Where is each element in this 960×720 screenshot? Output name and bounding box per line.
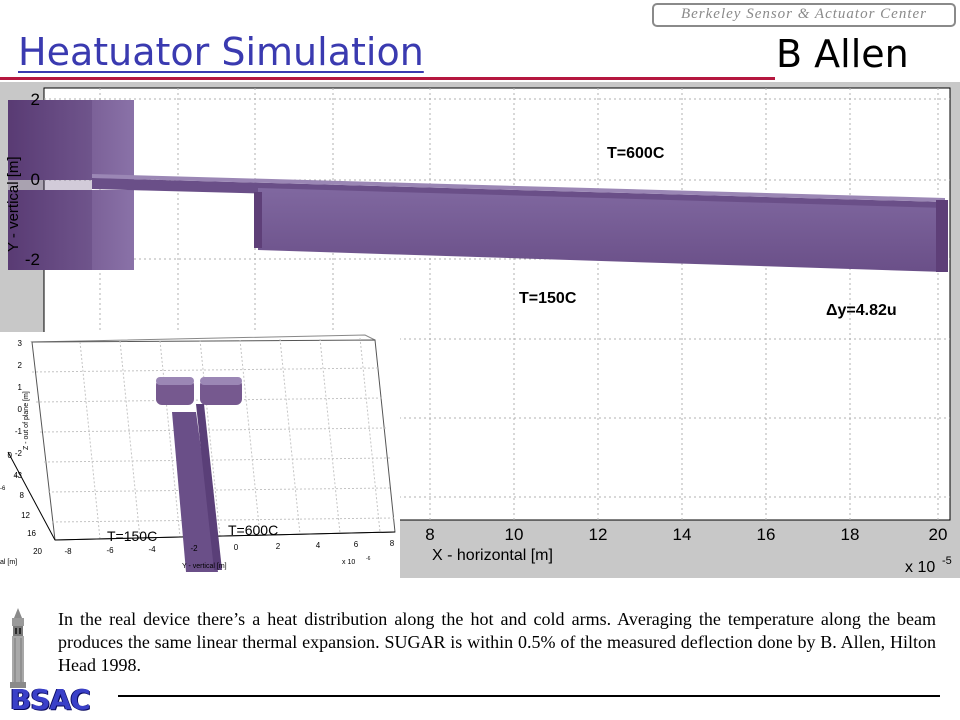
inset-x-axis-label: Y - vertical [m] [182, 563, 227, 570]
inset-depth-tick: 8 [20, 491, 25, 500]
inset-z-tick: -2 [15, 449, 23, 458]
inset-x-tick: 4 [316, 541, 321, 550]
x-tick-label: 12 [589, 525, 608, 544]
inset-z-tick: 0 [18, 405, 23, 414]
inset-side-edge [7, 451, 56, 541]
inset-side-exponent: -6 [0, 486, 6, 492]
y-axis-label: Y - vertical [m] [5, 156, 22, 252]
x-scale-exponent: -5 [942, 555, 952, 567]
slide-title: Heatuator Simulation [18, 30, 424, 74]
inset-z-ticks: 3 2 1 0 -1 -2 -3 [15, 339, 23, 480]
beam-tip [936, 200, 948, 272]
cold-arm-beam [258, 188, 945, 272]
inset-x-tick: 6 [354, 540, 359, 549]
x-axis-label: X - horizontal [m] [432, 547, 553, 564]
inset-x-tick: -6 [106, 546, 114, 555]
inset-x-tick: 0 [234, 543, 239, 552]
inset-z-axis-label: Z - out of plane [m] [23, 391, 30, 450]
inset-z-tick: 2 [18, 361, 23, 370]
inset-z-tick: -3 [15, 471, 23, 480]
inset-z-tick: 3 [18, 339, 23, 348]
inset-depth-tick: 16 [27, 529, 36, 538]
inset-depth-tick: 0 [8, 451, 13, 460]
deflection-label: Δy=4.82u [826, 302, 897, 319]
inset-grid [31, 337, 395, 540]
inset-anchor-right [200, 379, 242, 405]
x-scale-factor: x 10 [905, 559, 935, 576]
x-tick-label: 8 [425, 525, 434, 544]
hot-arm-top-edge [92, 174, 945, 202]
inset-depth-tick: 12 [21, 511, 30, 520]
x-axis-ticks: 8 10 12 14 16 18 20 [425, 525, 947, 544]
cold-arm-temperature-label: T=150C [519, 290, 577, 307]
inset-depth-ticks: 0 4 8 12 16 20 [8, 451, 43, 556]
inset-hot-arm [196, 404, 222, 570]
inset-x-tick: -2 [190, 544, 198, 553]
x-tick-label: 10 [505, 525, 524, 544]
inset-cold-temperature-label: T=150C [107, 528, 158, 544]
inset-anchor-left [156, 379, 194, 405]
x-tick-label: 14 [673, 525, 692, 544]
author-name: B Allen [776, 32, 909, 76]
inset-z-tick: -1 [15, 427, 23, 436]
lower-anchor-pad [8, 190, 134, 270]
inset-depth-label: al [m] [0, 559, 17, 566]
x-tick-label: 18 [841, 525, 860, 544]
inset-anchor-top-right [200, 377, 242, 385]
upper-anchor-pad [8, 100, 134, 180]
simulation-figure: 2 0 -2 -4 Y - vertical [m] 8 10 12 14 16… [0, 82, 960, 578]
inset-anchor-top-left [156, 377, 194, 385]
inset-x-scale-exp: -6 [366, 556, 371, 562]
inset-depth-tick: 20 [33, 547, 42, 556]
footer-rule [118, 695, 940, 697]
bsac-header-logo: Berkeley Sensor & Actuator Center [652, 3, 956, 27]
inset-x-tick: 2 [276, 542, 281, 551]
title-underline-rule [0, 77, 775, 80]
flexure-link [134, 184, 258, 192]
inset-hot-temperature-label: T=600C [228, 522, 279, 538]
cold-arm-root [254, 192, 262, 248]
hot-arm-temperature-label: T=600C [607, 145, 665, 162]
inset-x-tick: 8 [390, 539, 395, 548]
y-tick-label: -2 [25, 250, 40, 269]
inset-x-ticks: -8 -6 -4 -2 0 2 4 6 8 [64, 539, 394, 556]
slide-caption: In the real device there’s a heat distri… [58, 609, 936, 675]
inset-x-scale: x 10 [342, 559, 355, 566]
y-tick-label: 0 [31, 170, 40, 189]
inset-x-tick: -4 [148, 545, 156, 554]
inset-front-edge [54, 531, 396, 541]
anchor-pad-shade [8, 100, 92, 270]
inset-3d-plot: 3 2 1 0 -1 -2 -3 Z - out of plane [m] 0 … [0, 332, 400, 578]
inset-cold-arm [172, 412, 218, 572]
inset-z-tick: 1 [18, 383, 23, 392]
inset-depth-tick: 4 [14, 471, 19, 480]
bsac-footer-logo: BSAC [10, 683, 91, 716]
x-tick-label: 20 [929, 525, 948, 544]
campanile-tower-icon [10, 608, 26, 688]
x-tick-label: 16 [757, 525, 776, 544]
inset-x-tick: -8 [64, 547, 72, 556]
y-tick-label: 2 [31, 90, 40, 109]
